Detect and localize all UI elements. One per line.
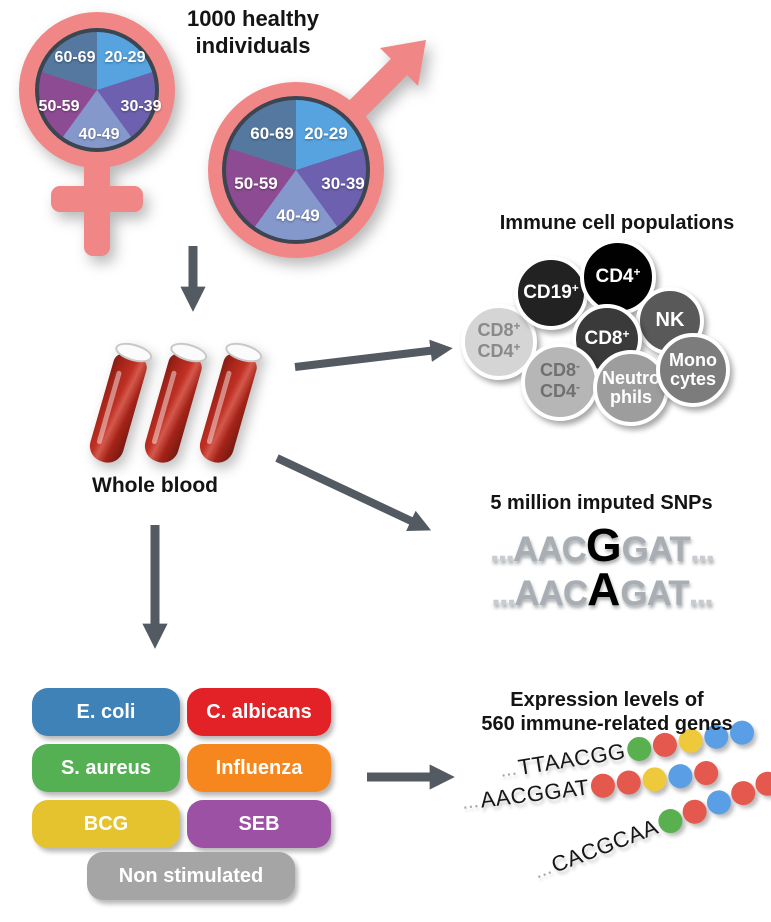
stimulus-pill-s-aureus: S. aureus (32, 744, 180, 792)
blood-tube-body (196, 351, 260, 467)
female-pie-label-30-39: 30-39 (120, 98, 162, 115)
female-pie-label-20-29: 20-29 (104, 49, 146, 66)
snp-variant-allele: G (585, 519, 622, 571)
stimulus-pill-seb: SEB (187, 800, 331, 848)
expression-title-line2: 560 immune-related genes (481, 713, 733, 735)
blood-tube-body (86, 351, 150, 467)
cell-label-line: Mono (669, 350, 717, 370)
cell-circle-monocytes: Mono cytes (656, 333, 730, 407)
cell-label-line: cytes (669, 369, 717, 389)
cell-label-line: CD4- (539, 380, 580, 401)
expression-dot (615, 769, 643, 796)
snp-sequence-allele-2: ...AACAGAT... (491, 563, 714, 615)
cell-label-line: CD19+ (523, 280, 579, 303)
female-pie-label-60-69: 60-69 (54, 49, 96, 66)
cohort-title: 1000 healthy individuals (186, 6, 320, 58)
cell-label-line: CD8+ (584, 326, 630, 349)
stimulus-pill-influenza: Influenza (187, 744, 331, 792)
male-pie-label-20-29: 20-29 (304, 124, 348, 143)
stimulus-pill-c-albicans: C. albicans (187, 688, 331, 736)
cell-circle-cd19pos: CD19+ (514, 256, 588, 330)
cell-label-line: CD4+ (477, 340, 521, 361)
female-age-pie: 20-29 30-39 40-49 50-59 60-69 (35, 28, 162, 152)
snp-variant-allele: A (587, 563, 621, 615)
expression-dot (667, 762, 694, 790)
male-pie-label-50-59: 50-59 (234, 174, 278, 193)
cell-circle-cd8neg-cd4neg: CD8- CD4- (521, 343, 599, 421)
male-pie-label-30-39: 30-39 (321, 174, 365, 193)
snps-section: 5 million imputed SNPs ...AACGGAT... ...… (0, 492, 771, 622)
female-pie-label-50-59: 50-59 (38, 98, 80, 115)
male-symbol: 20-29 30-39 40-49 50-59 60-69 (206, 34, 458, 264)
snp-sequence-allele-1: ...AACGGAT... (489, 519, 715, 571)
immune-populations-title: Immune cell populations (499, 212, 735, 234)
stimulus-pill-non-stimulated: Non stimulated (87, 852, 295, 900)
cell-label-line: CD8- (539, 359, 580, 380)
expression-title: Expression levels of 560 immune-related … (437, 688, 771, 736)
sequence-ellipsis: ... (460, 789, 480, 814)
stimulus-pill-bcg: BCG (32, 800, 180, 848)
snps-title: 5 million imputed SNPs (490, 492, 713, 514)
sequence-ellipsis: ... (498, 757, 519, 782)
expression-dot (589, 772, 617, 800)
female-symbol: 20-29 30-39 40-49 50-59 60-69 (13, 10, 183, 256)
female-pie-label-40-49: 40-49 (78, 126, 120, 143)
expression-dot (641, 765, 669, 793)
stimulus-pill-e-coli: E. coli (32, 688, 180, 736)
blood-tubes (86, 338, 271, 476)
whole-blood-label: Whole blood (92, 474, 218, 497)
male-age-pie: 20-29 30-39 40-49 50-59 60-69 (222, 96, 370, 244)
cell-label-line: CD8+ (477, 319, 521, 340)
expression-dot (692, 759, 720, 787)
arrow-blood-to-snps (275, 454, 432, 531)
expression-title-line1: Expression levels of (510, 689, 704, 711)
expression-dot (625, 735, 653, 763)
cell-label-line: CD4+ (595, 264, 641, 287)
cell-label-line: phils (609, 387, 652, 407)
male-pie-label-60-69: 60-69 (250, 124, 294, 143)
cell-label-line: Neutro (602, 368, 660, 388)
male-pie-label-40-49: 40-49 (276, 206, 320, 225)
female-cross-horizontal (51, 186, 143, 212)
blood-tube-body (141, 351, 205, 467)
cell-label-line: NK (655, 308, 685, 331)
arrow-blood-to-immune-cells (294, 339, 453, 371)
